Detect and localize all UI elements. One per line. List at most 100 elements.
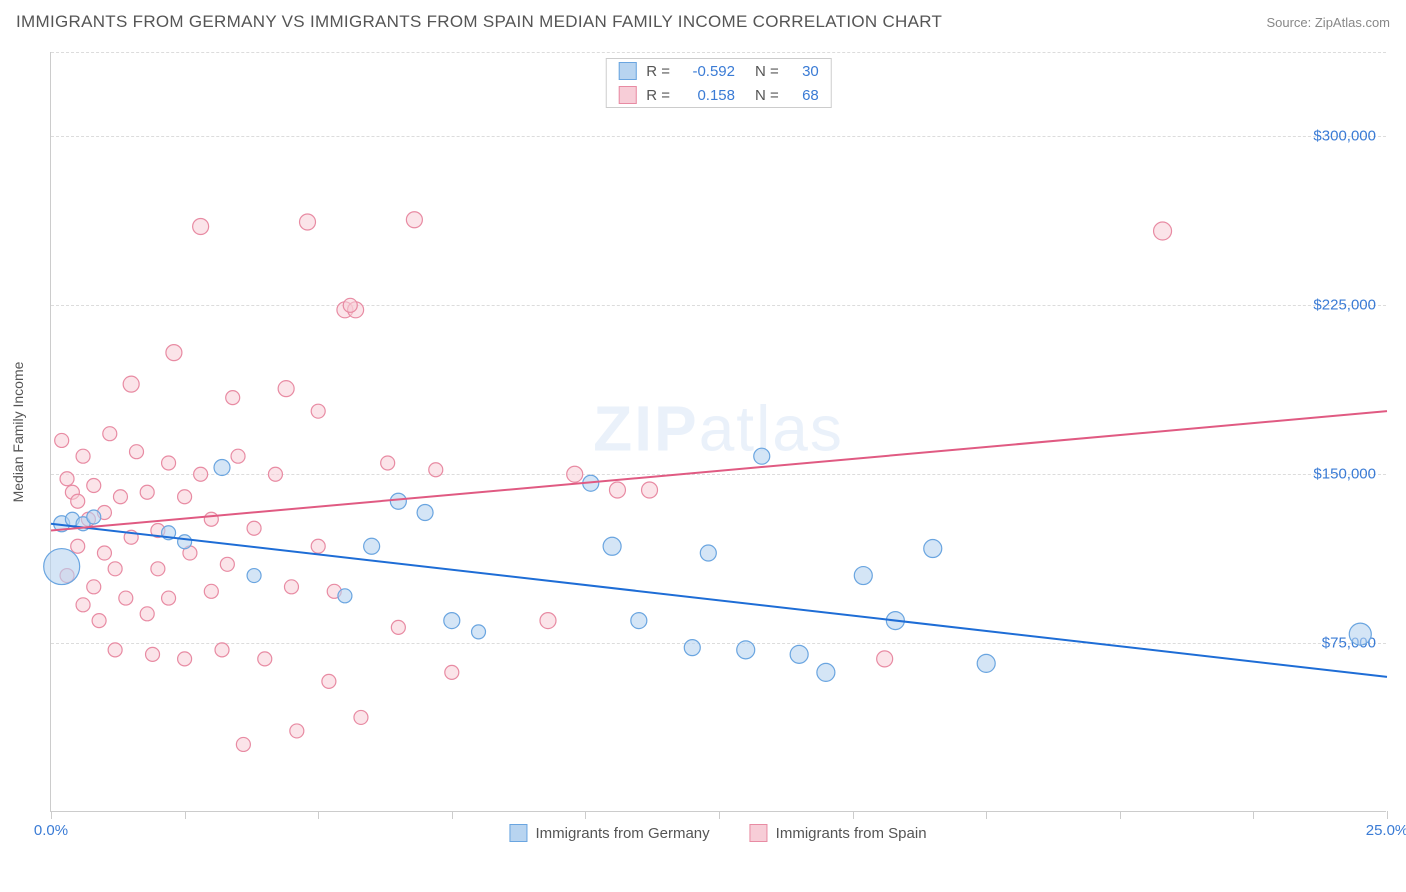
x-tick-label: 25.0% — [1366, 822, 1406, 839]
swatch-icon — [509, 824, 527, 842]
scatter-point-germany — [924, 540, 942, 558]
scatter-point-spain — [108, 562, 122, 576]
scatter-point-spain — [119, 591, 133, 605]
scatter-point-spain — [55, 433, 69, 447]
trendline-germany — [51, 524, 1387, 677]
scatter-point-spain — [178, 490, 192, 504]
y-axis-label: Median Family Income — [10, 362, 26, 503]
legend-item-spain: Immigrants from Spain — [750, 824, 927, 842]
swatch-icon — [750, 824, 768, 842]
scatter-point-spain — [226, 391, 240, 405]
stats-legend-box: R = -0.592 N = 30 R = 0.158 N = 68 — [605, 58, 832, 108]
r-label: R = — [646, 87, 670, 104]
source-attribution: Source: ZipAtlas.com — [1266, 15, 1390, 30]
scatter-point-spain — [140, 607, 154, 621]
n-label: N = — [755, 63, 779, 80]
scatter-point-germany — [444, 613, 460, 629]
scatter-point-spain — [236, 737, 250, 751]
scatter-point-spain — [193, 219, 209, 235]
r-value: -0.592 — [680, 63, 735, 80]
scatter-point-spain — [609, 482, 625, 498]
r-label: R = — [646, 63, 670, 80]
scatter-point-spain — [87, 580, 101, 594]
scatter-point-spain — [123, 376, 139, 392]
scatter-point-spain — [162, 591, 176, 605]
scatter-point-germany — [214, 459, 230, 475]
scatter-point-spain — [311, 539, 325, 553]
chart-title: IMMIGRANTS FROM GERMANY VS IMMIGRANTS FR… — [16, 12, 942, 32]
scatter-point-germany — [417, 505, 433, 521]
scatter-point-spain — [130, 445, 144, 459]
stats-row-germany: R = -0.592 N = 30 — [606, 59, 831, 83]
scatter-point-spain — [108, 643, 122, 657]
scatter-point-spain — [113, 490, 127, 504]
scatter-point-spain — [322, 674, 336, 688]
scatter-point-germany — [87, 510, 101, 524]
scatter-point-spain — [247, 521, 261, 535]
scatter-point-spain — [76, 598, 90, 612]
scatter-point-germany — [684, 640, 700, 656]
trendline-spain — [51, 411, 1387, 530]
scatter-point-spain — [445, 665, 459, 679]
scatter-point-germany — [754, 448, 770, 464]
scatter-point-germany — [700, 545, 716, 561]
scatter-point-spain — [343, 298, 357, 312]
scatter-point-germany — [603, 537, 621, 555]
scatter-point-spain — [300, 214, 316, 230]
n-value: 30 — [789, 63, 819, 80]
scatter-point-germany — [817, 663, 835, 681]
scatter-point-spain — [567, 466, 583, 482]
scatter-point-spain — [60, 472, 74, 486]
scatter-point-spain — [178, 652, 192, 666]
scatter-point-spain — [97, 546, 111, 560]
scatter-point-germany — [247, 569, 261, 583]
x-tick-label: 0.0% — [34, 822, 68, 839]
scatter-point-spain — [204, 584, 218, 598]
scatter-point-spain — [76, 449, 90, 463]
chart-area: Median Family Income $75,000$150,000$225… — [50, 52, 1386, 812]
scatter-point-germany — [790, 645, 808, 663]
scatter-point-germany — [1349, 623, 1371, 645]
scatter-point-spain — [231, 449, 245, 463]
scatter-point-spain — [162, 456, 176, 470]
scatter-point-germany — [178, 535, 192, 549]
scatter-point-germany — [390, 493, 406, 509]
scatter-point-spain — [877, 651, 893, 667]
scatter-point-spain — [71, 494, 85, 508]
scatter-point-spain — [268, 467, 282, 481]
scatter-point-spain — [151, 562, 165, 576]
scatter-point-germany — [977, 654, 995, 672]
scatter-point-spain — [642, 482, 658, 498]
scatter-point-spain — [258, 652, 272, 666]
scatter-point-spain — [87, 478, 101, 492]
scatter-point-spain — [1154, 222, 1172, 240]
scatter-point-spain — [103, 427, 117, 441]
scatter-point-spain — [354, 710, 368, 724]
scatter-point-germany — [854, 567, 872, 585]
scatter-point-spain — [406, 212, 422, 228]
swatch-icon — [618, 86, 636, 104]
n-value: 68 — [789, 87, 819, 104]
plot-region: $75,000$150,000$225,000$300,000 0.0%25.0… — [50, 52, 1386, 812]
scatter-point-spain — [146, 647, 160, 661]
legend-item-germany: Immigrants from Germany — [509, 824, 709, 842]
scatter-point-germany — [44, 549, 80, 585]
bottom-legend: Immigrants from Germany Immigrants from S… — [509, 824, 926, 842]
scatter-point-spain — [429, 463, 443, 477]
scatter-point-spain — [166, 345, 182, 361]
scatter-point-spain — [381, 456, 395, 470]
scatter-point-spain — [194, 467, 208, 481]
scatter-point-spain — [220, 557, 234, 571]
scatter-point-spain — [204, 512, 218, 526]
scatter-point-germany — [737, 641, 755, 659]
scatter-point-spain — [391, 620, 405, 634]
scatter-point-spain — [140, 485, 154, 499]
scatter-point-spain — [540, 613, 556, 629]
legend-label: Immigrants from Spain — [776, 825, 927, 842]
scatter-point-spain — [71, 539, 85, 553]
stats-row-spain: R = 0.158 N = 68 — [606, 83, 831, 107]
scatter-point-spain — [215, 643, 229, 657]
n-label: N = — [755, 87, 779, 104]
r-value: 0.158 — [680, 87, 735, 104]
legend-label: Immigrants from Germany — [535, 825, 709, 842]
